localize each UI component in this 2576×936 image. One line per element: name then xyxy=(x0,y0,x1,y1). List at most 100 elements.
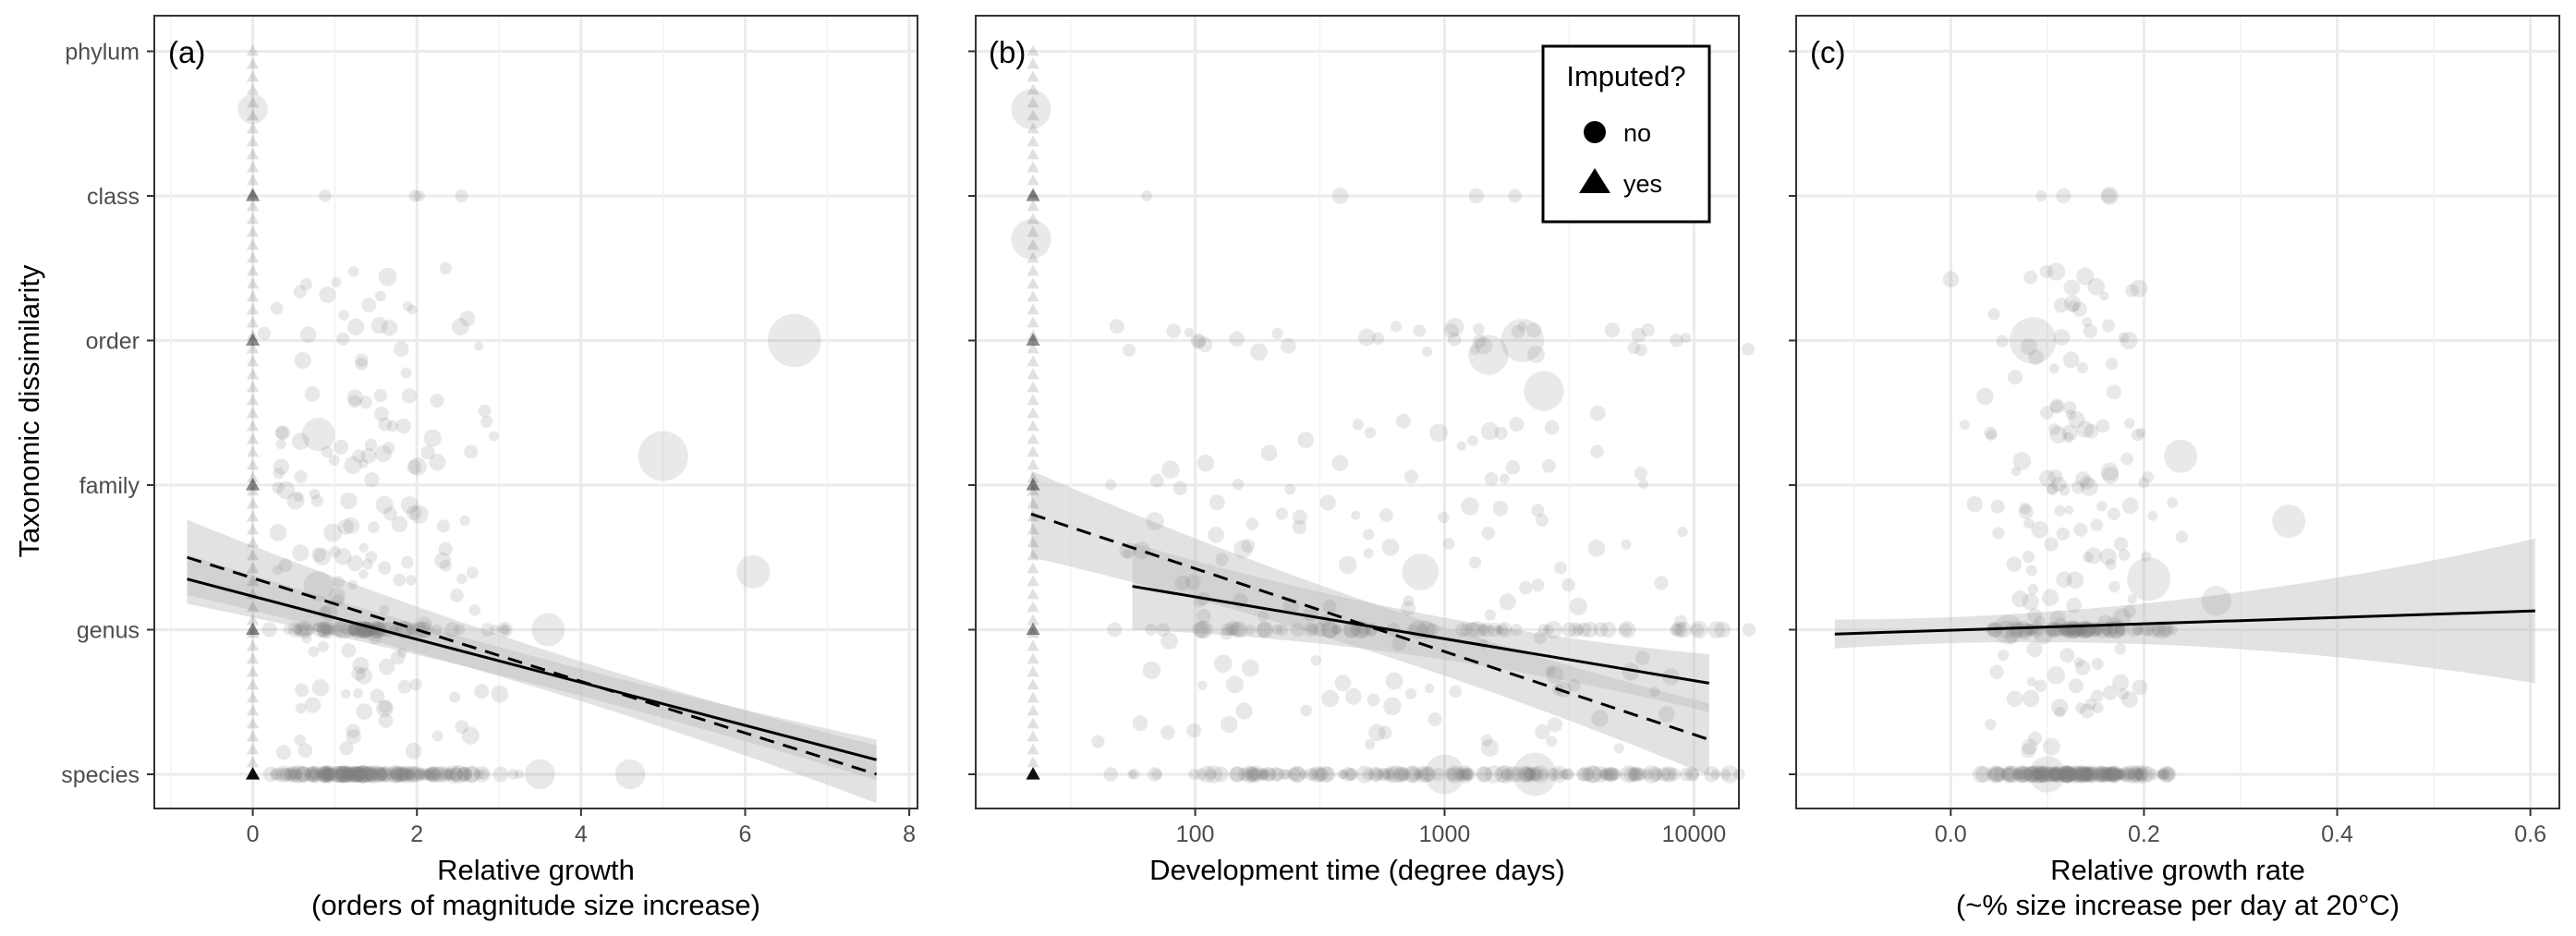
data-point xyxy=(1679,767,1694,782)
data-point xyxy=(2082,767,2096,782)
data-point xyxy=(321,767,334,782)
data-point xyxy=(2052,768,2065,781)
imputed-point xyxy=(1027,639,1039,651)
data-point-large xyxy=(2272,504,2306,539)
data-point xyxy=(333,576,345,589)
data-point xyxy=(2014,620,2033,639)
data-point xyxy=(1209,494,1225,511)
imputed-point xyxy=(246,303,260,315)
data-point xyxy=(319,189,332,202)
data-point xyxy=(1533,631,1547,644)
data-point xyxy=(1552,769,1564,780)
data-point xyxy=(1313,622,1328,638)
regression-line-solid xyxy=(1132,585,1710,685)
x-tick-label-0: 0 xyxy=(247,821,260,847)
data-point xyxy=(2056,527,2070,541)
data-point xyxy=(1517,322,1527,332)
data-point xyxy=(404,770,414,779)
data-point xyxy=(1528,767,1544,782)
data-point xyxy=(1351,510,1361,520)
data-point xyxy=(347,624,359,636)
data-point xyxy=(334,548,352,565)
data-point xyxy=(1460,768,1473,781)
panel-c-lines xyxy=(1834,609,2535,636)
data-point xyxy=(2125,284,2139,298)
imputed-point xyxy=(1027,626,1039,638)
data-point xyxy=(277,768,291,781)
imputed-point-species xyxy=(245,767,261,780)
data-point xyxy=(2131,429,2145,442)
data-point xyxy=(291,768,303,781)
y-tick-label-phylum: phylum xyxy=(65,40,140,66)
data-point xyxy=(1445,765,1464,784)
data-point xyxy=(320,769,332,780)
data-point xyxy=(1206,769,1217,780)
data-point xyxy=(2059,484,2071,496)
data-point xyxy=(321,445,334,458)
data-point xyxy=(1996,334,2009,347)
data-point xyxy=(1160,724,1175,740)
data-point xyxy=(2059,766,2075,783)
data-point xyxy=(380,767,394,782)
data-point xyxy=(2005,620,2024,639)
data-point xyxy=(352,688,363,699)
data-point xyxy=(2133,769,2144,780)
data-point xyxy=(1123,549,1133,559)
imputed-point xyxy=(246,743,260,755)
data-point xyxy=(1379,768,1391,781)
data-point-large xyxy=(531,613,565,647)
data-point xyxy=(2127,594,2137,604)
data-point xyxy=(2011,769,2023,780)
imputed-point xyxy=(1027,135,1039,147)
data-point xyxy=(2141,551,2152,562)
data-point xyxy=(2100,623,2113,637)
data-point xyxy=(1526,322,1542,337)
data-point xyxy=(2091,658,2104,671)
data-point xyxy=(326,765,345,784)
data-point xyxy=(345,768,358,781)
data-point xyxy=(2036,769,2047,780)
data-point xyxy=(2060,769,2072,780)
data-point xyxy=(1319,494,1336,511)
data-point xyxy=(372,767,387,782)
data-point xyxy=(2053,329,2071,346)
data-point xyxy=(1260,444,1278,462)
data-point xyxy=(257,326,271,340)
imputed-point xyxy=(246,44,260,56)
panel-background xyxy=(1796,16,2559,808)
data-point xyxy=(1197,454,1215,472)
data-point xyxy=(1220,626,1233,640)
data-point xyxy=(2108,580,2120,593)
data-point xyxy=(1658,706,1675,723)
data-point xyxy=(2026,676,2036,687)
data-point xyxy=(401,555,414,569)
data-point xyxy=(1322,600,1337,614)
data-point xyxy=(386,765,404,784)
data-point xyxy=(2084,767,2098,782)
x-tick-label-4: 4 xyxy=(575,821,588,847)
data-point xyxy=(1463,768,1476,781)
data-point xyxy=(1480,421,1500,441)
data-point xyxy=(2057,765,2074,784)
imputed-point xyxy=(1027,743,1039,755)
data-point xyxy=(334,765,351,784)
data-point xyxy=(355,353,369,368)
data-point xyxy=(353,767,368,782)
imputed-point-dense xyxy=(1026,333,1040,346)
data-point xyxy=(461,770,471,779)
data-point xyxy=(1677,526,1688,538)
data-point xyxy=(1654,576,1669,590)
data-point xyxy=(1310,655,1322,666)
panel-c-tag: (c) xyxy=(1810,35,1845,69)
data-point xyxy=(369,632,382,645)
data-point xyxy=(1494,765,1512,784)
data-point xyxy=(395,768,408,781)
x-tick-label-6: 6 xyxy=(739,821,752,847)
data-point xyxy=(459,515,470,527)
imputed-point xyxy=(1027,691,1039,703)
data-point xyxy=(285,765,302,784)
data-point xyxy=(2099,769,2111,780)
data-point xyxy=(386,419,399,432)
data-point xyxy=(1599,767,1614,782)
data-point xyxy=(2048,768,2062,781)
